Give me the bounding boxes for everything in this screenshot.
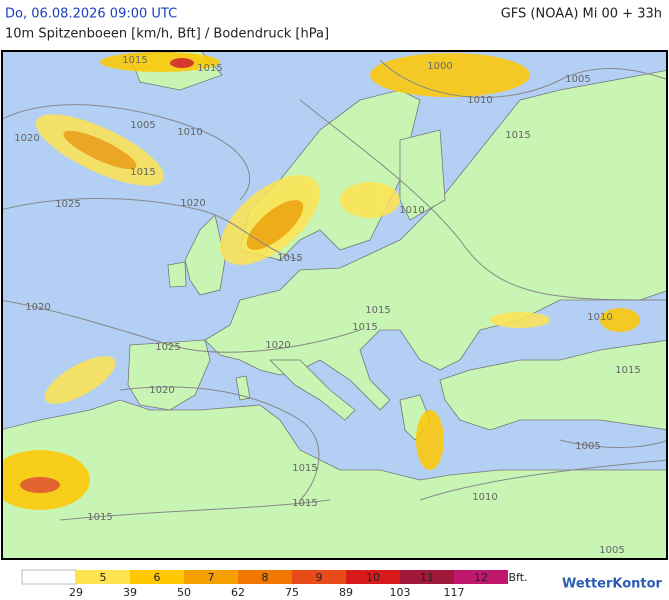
isobar-label: 1005 xyxy=(565,74,590,85)
legend-bft: 9 xyxy=(316,571,323,584)
legend-threshold: 62 xyxy=(231,586,245,599)
isobar-label: 1005 xyxy=(599,545,624,556)
legend-swatch xyxy=(238,570,292,584)
isobar-label: 1015 xyxy=(365,305,390,316)
legend-threshold: 29 xyxy=(69,586,83,599)
isobar-label: 1000 xyxy=(427,61,452,72)
legend-threshold: 75 xyxy=(285,586,299,599)
isobar-label: 1020 xyxy=(265,340,290,351)
map: 1015 1015 1000 1005 1010 1005 1010 1020 1015 1015… xyxy=(1,50,668,560)
isobar-label: 1010 xyxy=(467,95,492,106)
isobar-label: 1015 xyxy=(352,322,377,333)
isobar-label: 1020 xyxy=(14,133,39,144)
model-run: GFS (NOAA) Mi 00 + 33h xyxy=(501,7,662,22)
legend-bft: 7 xyxy=(208,571,215,584)
isobar-label: 1005 xyxy=(575,441,600,452)
isobar-label: 1025 xyxy=(155,342,180,353)
isobar-label: 1010 xyxy=(399,205,424,216)
map-frame xyxy=(1,50,668,560)
legend-threshold: 103 xyxy=(390,586,411,599)
gust-areas xyxy=(2,52,640,510)
legend-threshold: 117 xyxy=(444,586,465,599)
isobar-label: 1010 xyxy=(472,492,497,503)
legend-bft: 11 xyxy=(420,571,434,584)
legend-base xyxy=(21,569,77,585)
legend-swatch xyxy=(292,570,346,584)
isobar-label: 1025 xyxy=(55,199,80,210)
legend-swatch xyxy=(184,570,238,584)
subtitle: 10m Spitzenboeen [km/h, Bft] / Bodendruc… xyxy=(5,27,329,42)
isobar-label: 1015 xyxy=(292,463,317,474)
isobar-label: 1015 xyxy=(615,365,640,376)
isobar-label: 1015 xyxy=(505,130,530,141)
legend-bft: 12 xyxy=(474,571,488,584)
isobar-label: 1015 xyxy=(292,498,317,509)
legend-swatch xyxy=(346,570,400,584)
isobar-label: 1020 xyxy=(180,198,205,209)
isobar-label: 1015 xyxy=(277,253,302,264)
isobar-label: 1010 xyxy=(177,127,202,138)
legend-bft: 6 xyxy=(154,571,161,584)
legend-swatch xyxy=(130,570,184,584)
isobar-label: 1020 xyxy=(149,385,174,396)
datetime: Do, 06.08.2026 09:00 UTC xyxy=(5,7,177,22)
legend-bft: 8 xyxy=(262,571,269,584)
isobar-label: 1005 xyxy=(130,120,155,131)
isobar-label: 1015 xyxy=(87,512,112,523)
isobar-label: 1010 xyxy=(587,312,612,323)
legend-bft: 5 xyxy=(100,571,107,584)
isobar-label: 1015 xyxy=(122,55,147,66)
legend-threshold: 39 xyxy=(123,586,137,599)
legend-threshold: 89 xyxy=(339,586,353,599)
isobar-labels: 1015 1015 1000 1005 1010 1005 1010 1020 1015 1015… xyxy=(14,55,640,556)
isobar-label: 1020 xyxy=(25,302,50,313)
legend-bft: 10 xyxy=(366,571,380,584)
legend-swatch xyxy=(454,570,508,584)
isobar-label: 1015 xyxy=(197,63,222,74)
isobars xyxy=(2,59,667,521)
logo: WetterKontor xyxy=(562,577,663,592)
legend-unit: Bft. xyxy=(508,571,527,584)
legend-threshold: 50 xyxy=(177,586,191,599)
isobar-label: 1015 xyxy=(130,167,155,178)
legend-swatch xyxy=(76,570,130,584)
land xyxy=(2,51,667,559)
legend-swatch xyxy=(400,570,454,584)
